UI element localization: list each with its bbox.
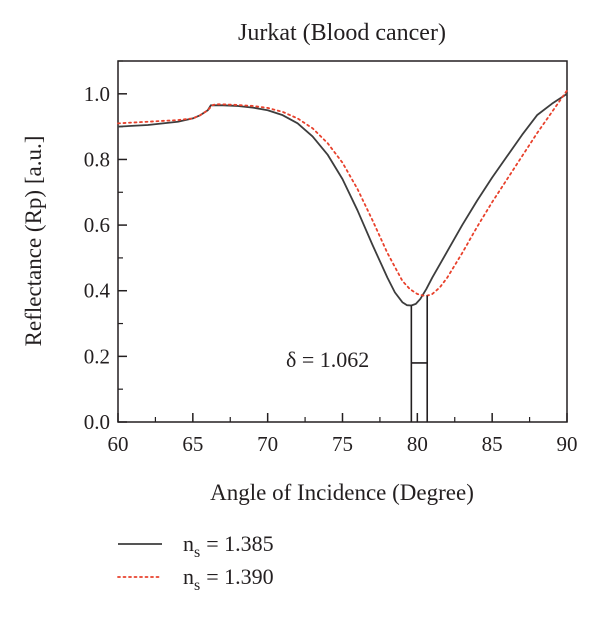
y-tick-label: 1.0 [84, 82, 110, 106]
chart-title: Jurkat (Blood cancer) [238, 20, 446, 46]
series-line-2 [117, 89, 568, 297]
x-tick-label: 90 [557, 432, 578, 456]
x-tick-label: 85 [482, 432, 503, 456]
legend-label-2: ns = 1.390 [183, 564, 274, 594]
y-axis-label: Reflectance (Rp) [a.u.] [21, 136, 46, 347]
legend-label-1: ns = 1.385 [183, 531, 274, 561]
x-tick-label: 80 [407, 432, 428, 456]
y-tick-label: 0.0 [84, 410, 110, 434]
series-line-1 [117, 93, 568, 307]
y-tick-label: 0.6 [84, 213, 110, 237]
resonance-markers [410, 295, 429, 422]
x-tick-label: 75 [332, 432, 353, 456]
y-tick-label: 0.8 [84, 147, 110, 171]
x-axis-ticks: 60 65 70 75 80 85 90 [108, 413, 578, 456]
y-tick-label: 0.2 [84, 344, 110, 368]
x-axis-label: Angle of Incidence (Degree) [210, 480, 474, 505]
x-tick-label: 60 [108, 432, 129, 456]
x-tick-label: 65 [182, 432, 203, 456]
y-tick-label: 0.4 [84, 279, 111, 303]
y-axis-ticks: 0.0 0.2 0.4 0.6 0.8 1.0 [84, 60, 127, 434]
x-tick-label: 70 [257, 432, 278, 456]
delta-annotation: δ = 1.062 [286, 347, 369, 372]
series-lines [117, 89, 568, 307]
